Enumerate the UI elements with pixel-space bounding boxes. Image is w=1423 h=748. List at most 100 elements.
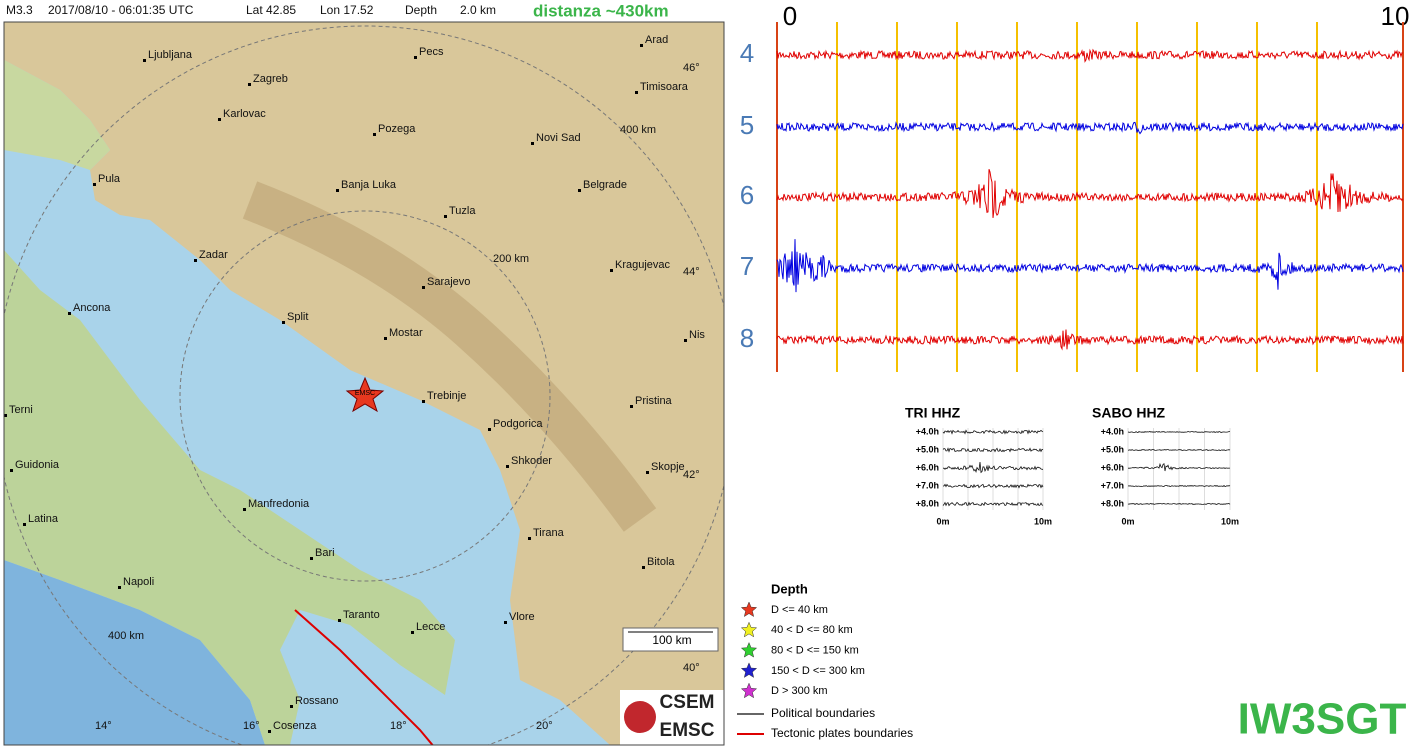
city-dot [422,400,425,403]
station-row-label: +7.0h [916,480,939,490]
trace [776,329,1404,351]
legend-boundary: Tectonic plates boundaries [771,726,913,740]
city-dot [488,428,491,431]
city-label: Shkoder [511,455,552,467]
city-dot [248,83,251,86]
city-label: Manfredonia [248,498,310,510]
datetime: 2017/08/10 - 06:01:35 UTC [48,3,194,17]
city-label: Timisoara [640,81,689,93]
north-italy [4,60,110,170]
city-label: Mostar [389,327,423,339]
row-label: 5 [740,110,754,140]
station-x-end: 10m [1221,516,1239,526]
city-dot [68,312,71,315]
logo-emsc: EMSC [660,720,715,741]
legend-item: 150 < D <= 300 km [771,665,865,677]
epicenter-label: EMSC [355,390,375,397]
legend-star [740,662,758,678]
city-dot [143,59,146,62]
city-label: Vlore [509,611,535,623]
map: Ljubljana Pecs Arad Zagreb Timisoara Karlovac… [4,22,724,745]
station-trace [1128,462,1230,472]
italy [4,250,455,745]
header: M3.3 2017/08/10 - 06:01:35 UTC Lat 42.85… [6,1,669,20]
city-dot [610,269,613,272]
city-label: Skopje [651,461,685,473]
city-dot [338,619,341,622]
city-label: Cosenza [273,720,317,732]
legend-title: Depth [771,581,808,596]
city-dot [243,508,246,511]
lat: Lat 42.85 [246,3,296,17]
city-label: Zagreb [253,73,288,85]
epicenter [345,376,385,413]
station-row-label: +5.0h [916,444,939,454]
city-dot [635,91,638,94]
city-label: Guidonia [15,459,60,471]
city-dot [194,259,197,262]
city-dot [218,118,221,121]
city-dot [642,566,645,569]
logo-csem: CSEM [660,692,715,713]
city-label: Nis [689,329,705,341]
city-label: Bari [315,547,335,559]
station-x-end: 10m [1034,516,1052,526]
legend-star [740,601,758,618]
ring-200 [179,210,551,582]
tectonic-boundary [294,609,434,745]
station-trace [1127,484,1231,487]
legend-boundary: Political boundaries [771,706,875,720]
lon-label: 20° [536,720,553,732]
city-label: Pecs [419,46,444,58]
station-row-label: +4.0h [916,426,939,436]
city-dot [684,339,687,342]
station-row-label: +8.0h [916,498,939,508]
legend-item: 80 < D <= 150 km [771,645,859,657]
station-title: SABO HHZ [1092,405,1166,421]
legend: Depth D <= 40 km 40 < D <= 80 km 80 < D <=… [737,581,913,740]
city-label: Pristina [635,395,673,407]
lon-label: 16° [243,720,260,732]
station-trace [1127,448,1231,451]
lat-label: 44° [683,266,700,278]
station-trace [943,462,1044,474]
city-dot [444,215,447,218]
lat-label: 46° [683,62,700,74]
city-dot [528,537,531,540]
station-x-start: 0m [1121,516,1134,526]
city-dot [506,465,509,468]
city-label: Tirana [533,527,565,539]
scale-box [622,627,719,652]
legend-star [740,682,758,699]
city-label: Ljubljana [148,49,193,61]
city-label: Tuzla [449,205,476,217]
city-label: Banja Luka [341,179,397,191]
city-dot [93,183,96,186]
ring-label: 400 km [620,124,656,136]
row-label: 8 [740,323,754,353]
station-trace [942,483,1044,489]
city-dot [310,557,313,560]
city-label: Terni [9,404,33,416]
city-dot [630,405,633,408]
logo-globe [624,701,656,733]
trace [776,169,1404,218]
city-label: Sarajevo [427,276,470,288]
city-label: Lecce [416,621,445,633]
lat-label: 42° [683,469,700,481]
seismogram-end: 10 [1381,1,1410,31]
city-dot [268,730,271,733]
city-dot [578,189,581,192]
city-label: Pula [98,173,121,185]
city-dot [373,133,376,136]
deep-sea [4,560,265,745]
city-dot [531,142,534,145]
station-title: TRI HHZ [905,405,961,421]
city-dot [640,44,643,47]
depth: 2.0 km [460,3,496,17]
lon: Lon 17.52 [320,3,374,17]
station-row-label: +7.0h [1101,480,1124,490]
legend-item: 40 < D <= 80 km [771,624,853,636]
balkans [4,22,724,745]
